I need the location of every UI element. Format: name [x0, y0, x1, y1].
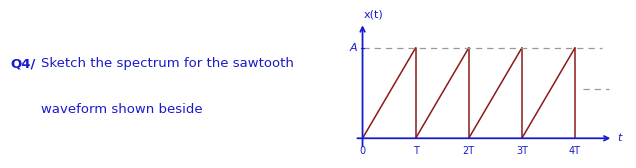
Text: 0: 0	[359, 146, 366, 156]
Text: Sketch the spectrum for the sawtooth: Sketch the spectrum for the sawtooth	[41, 57, 293, 70]
Text: A: A	[350, 43, 357, 53]
Text: waveform shown beside: waveform shown beside	[41, 103, 202, 116]
Text: 2T: 2T	[462, 146, 475, 156]
Text: 4T: 4T	[569, 146, 581, 156]
Text: T: T	[413, 146, 418, 156]
Text: 3T: 3T	[516, 146, 528, 156]
Text: x(t): x(t)	[364, 10, 384, 20]
Text: Q4/: Q4/	[11, 57, 36, 70]
Text: t: t	[617, 133, 621, 143]
